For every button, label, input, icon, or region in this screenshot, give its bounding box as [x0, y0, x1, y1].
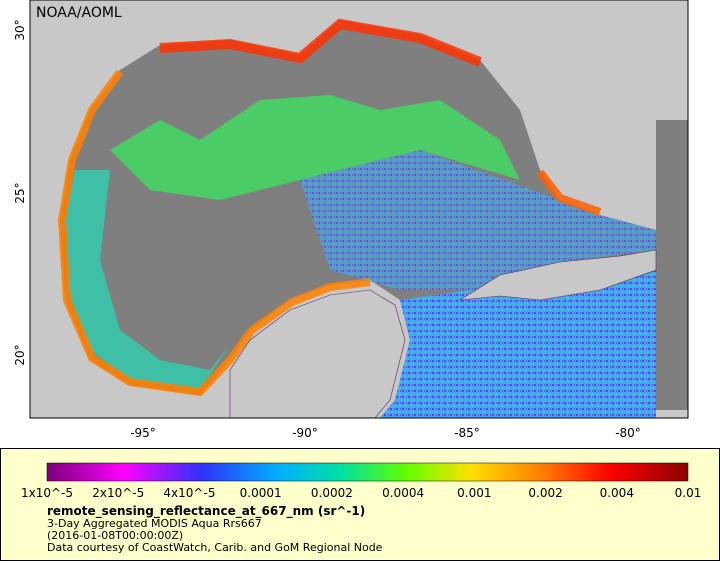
colorbar-label: 0.001	[457, 486, 491, 500]
variable-name: remote_sensing_reflectance_at_667_nm (sr…	[47, 504, 365, 519]
colorbar-label: 0.01	[675, 486, 702, 500]
colorbar-label: 0.0002	[311, 486, 353, 500]
cuba	[459, 249, 657, 301]
source: Data courtesy of CoastWatch, Carib. and …	[47, 541, 383, 554]
lon-label: -85°	[454, 426, 480, 440]
colorbar-label: 2x10^-5	[92, 486, 144, 500]
yucatan	[229, 289, 406, 419]
colorbar-labels: 1x10^-5 2x10^-5 4x10^-5 0.0001 0.0002 0.0004 0…	[21, 486, 701, 500]
colorbar	[46, 462, 689, 482]
green-patches	[110, 95, 520, 200]
description: 3-Day Aggregated MODIS Aqua Rrs667	[47, 517, 262, 530]
west-coast-band	[57, 69, 371, 397]
colorbar-label: 0.0004	[382, 486, 424, 500]
colorbar-label: 0.004	[600, 486, 634, 500]
north-coast-band	[159, 18, 482, 67]
lat-label: 25°	[13, 182, 27, 203]
colorbar-label: 1x10^-5	[21, 486, 73, 500]
no-data	[656, 120, 688, 410]
florida-band	[536, 169, 602, 216]
credit: NOAA/AOML	[36, 5, 122, 21]
lat-label: 20°	[13, 344, 27, 365]
lon-label: -80°	[615, 426, 641, 440]
colorbar-label: 4x10^-5	[163, 486, 215, 500]
lon-label: -90°	[292, 426, 318, 440]
west-shelf	[65, 170, 230, 390]
colorbar-label: 0.0001	[240, 486, 282, 500]
time: (2016-01-08T00:00:00Z)	[47, 529, 183, 542]
lon-label: -95°	[130, 426, 156, 440]
map-border	[29, 0, 689, 419]
colorbar-label: 0.002	[528, 486, 562, 500]
lat-label: 30°	[13, 19, 27, 40]
gulf-data	[300, 150, 656, 290]
